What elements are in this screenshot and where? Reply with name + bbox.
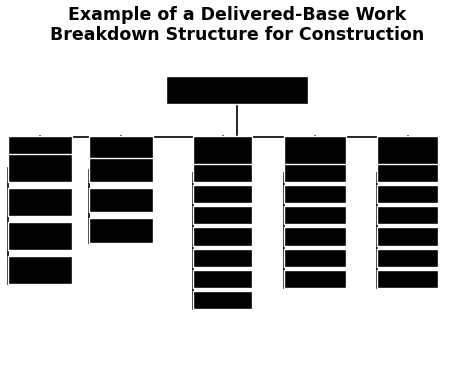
Bar bbox=[284, 136, 346, 165]
Bar bbox=[377, 164, 438, 182]
Bar bbox=[377, 270, 438, 288]
Bar bbox=[89, 188, 153, 212]
Bar bbox=[8, 256, 72, 284]
Bar bbox=[284, 227, 346, 246]
Bar bbox=[8, 136, 72, 165]
Bar bbox=[284, 249, 346, 267]
Bar bbox=[377, 227, 438, 246]
Bar bbox=[89, 158, 153, 182]
Bar bbox=[8, 222, 72, 250]
Bar bbox=[89, 218, 153, 243]
Bar bbox=[377, 136, 438, 165]
Bar bbox=[193, 206, 252, 224]
Bar bbox=[284, 185, 346, 203]
Bar bbox=[8, 188, 72, 216]
Bar bbox=[193, 185, 252, 203]
Bar bbox=[377, 206, 438, 224]
Bar bbox=[284, 206, 346, 224]
Text: Example of a Delivered-Base Work
Breakdown Structure for Construction: Example of a Delivered-Base Work Breakdo… bbox=[50, 6, 424, 44]
Bar bbox=[193, 270, 252, 288]
Bar bbox=[193, 136, 252, 165]
Bar bbox=[193, 227, 252, 246]
Bar bbox=[193, 164, 252, 182]
Bar bbox=[377, 249, 438, 267]
Bar bbox=[284, 164, 346, 182]
Bar bbox=[193, 249, 252, 267]
Bar bbox=[284, 270, 346, 288]
Bar bbox=[8, 154, 72, 182]
Bar bbox=[193, 291, 252, 309]
Bar bbox=[377, 185, 438, 203]
Bar bbox=[89, 136, 153, 165]
Bar bbox=[166, 76, 308, 104]
